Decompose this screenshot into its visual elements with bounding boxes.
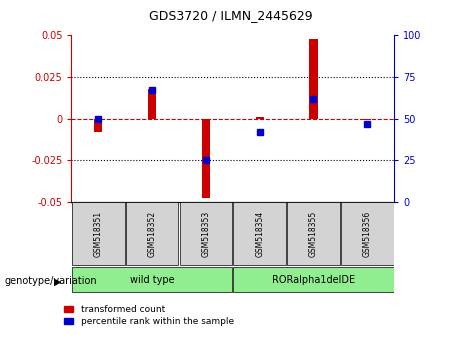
Bar — [233, 267, 394, 292]
Bar — [95, 119, 102, 132]
Text: ▶: ▶ — [54, 276, 62, 286]
Text: GSM518353: GSM518353 — [201, 211, 210, 257]
Bar — [148, 88, 156, 119]
Bar — [341, 202, 394, 265]
Legend: transformed count, percentile rank within the sample: transformed count, percentile rank withi… — [65, 306, 234, 326]
Text: GDS3720 / ILMN_2445629: GDS3720 / ILMN_2445629 — [149, 9, 312, 22]
Bar — [72, 202, 124, 265]
Text: GSM518352: GSM518352 — [148, 211, 157, 257]
Text: RORalpha1delDE: RORalpha1delDE — [272, 275, 355, 285]
Bar — [287, 202, 340, 265]
Bar — [256, 117, 264, 119]
Bar — [363, 119, 371, 120]
Text: GSM518356: GSM518356 — [363, 211, 372, 257]
Bar — [126, 202, 178, 265]
Bar — [233, 202, 286, 265]
Text: GSM518351: GSM518351 — [94, 211, 103, 257]
Text: wild type: wild type — [130, 275, 174, 285]
Bar — [202, 119, 210, 199]
Text: GSM518354: GSM518354 — [255, 211, 264, 257]
Bar — [72, 267, 232, 292]
Bar — [179, 202, 232, 265]
Text: genotype/variation: genotype/variation — [5, 276, 97, 286]
Bar — [309, 39, 318, 119]
Text: GSM518355: GSM518355 — [309, 211, 318, 257]
